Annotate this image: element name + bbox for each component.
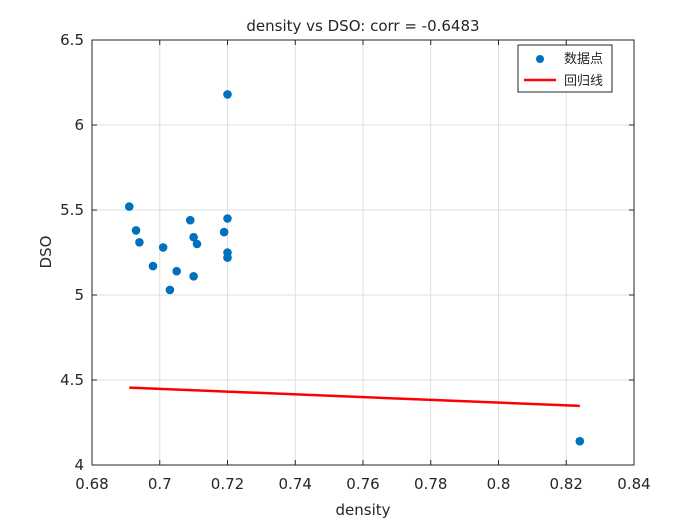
- x-tick-label: 0.68: [75, 475, 108, 493]
- legend-box: [517, 44, 613, 93]
- chart-title: density vs DSO: corr = -0.6483: [246, 17, 479, 35]
- data-point: [158, 243, 168, 252]
- x-tick-label: 0.84: [617, 475, 650, 493]
- data-point: [148, 261, 158, 271]
- data-point: [135, 238, 144, 247]
- x-tick-label: 0.7: [148, 475, 172, 493]
- data-point: [223, 253, 232, 262]
- legend-marker-points: [536, 55, 544, 63]
- x-tick-label: 0.78: [414, 475, 447, 493]
- data-point: [185, 215, 195, 225]
- legend-label-line: 回归线: [564, 74, 603, 89]
- data-point: [575, 436, 585, 446]
- data-point: [223, 90, 232, 99]
- y-tick-label: 5.5: [60, 201, 84, 219]
- y-axis-label: DSO: [37, 236, 55, 269]
- regression-line-group: [129, 386, 580, 408]
- x-tick-label: 0.76: [346, 475, 379, 493]
- data-point: [192, 239, 202, 249]
- data-points-group: [124, 90, 585, 446]
- y-tick-label: 6: [74, 116, 84, 134]
- data-point: [124, 202, 134, 211]
- axes: [91, 39, 635, 466]
- data-point: [189, 232, 198, 242]
- x-tick-label: 0.8: [487, 475, 511, 493]
- data-point: [165, 285, 175, 295]
- data-point: [219, 227, 229, 237]
- legend-label-points: 数据点: [564, 52, 603, 67]
- x-tick-label: 0.82: [550, 475, 583, 493]
- regression-line: [129, 386, 580, 408]
- data-point: [189, 272, 198, 281]
- x-tick-label: 0.74: [279, 475, 312, 493]
- y-tick-label: 6.5: [60, 31, 84, 49]
- y-tick-label: 4.5: [60, 371, 84, 389]
- x-axis-label: density: [336, 501, 391, 519]
- x-tick-label: 0.72: [211, 475, 244, 493]
- data-point: [172, 266, 181, 276]
- grid: [91, 39, 635, 466]
- y-tick-label: 4: [74, 456, 84, 474]
- tick-labels: 0.68 0.7 0.72 0.74 0.76 0.78 0.8 0.82 0.84 4 4.5 5 5…: [60, 31, 651, 493]
- data-point: [131, 226, 141, 235]
- legend: 数据点 回归线: [517, 44, 613, 93]
- data-point: [223, 214, 232, 223]
- y-tick-label: 5: [74, 286, 84, 304]
